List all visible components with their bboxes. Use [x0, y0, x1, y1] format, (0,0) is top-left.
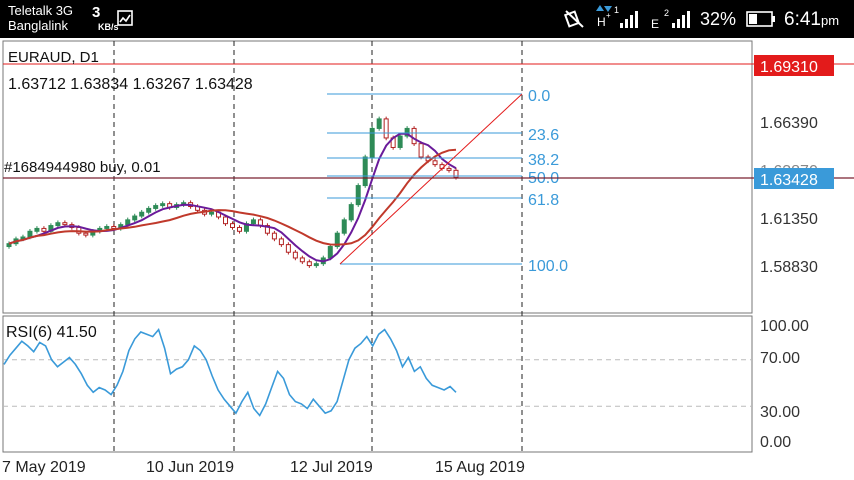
price-panel[interactable]	[2, 40, 753, 314]
svg-text:H: H	[597, 15, 606, 29]
date-label-4: 15 Aug 2019	[435, 459, 525, 476]
candle-body	[446, 167, 452, 171]
candle-body	[111, 226, 117, 229]
price-box-current	[754, 168, 834, 189]
net-speed-value: 3	[92, 4, 101, 21]
moving-averages-group	[8, 132, 457, 263]
candle-body	[348, 204, 354, 221]
signal-2-icon	[672, 11, 690, 28]
candles-group	[6, 116, 459, 268]
ma-slow-line	[8, 148, 457, 246]
mute-icon	[564, 10, 584, 28]
candle-body	[404, 127, 410, 137]
candle-body	[306, 261, 312, 267]
date-label-2: 10 Jun 2019	[146, 459, 234, 476]
candle-body	[55, 222, 61, 227]
ohlc-label: 1.63712 1.63834 1.63267 1.63428	[8, 76, 253, 93]
status-bar: Teletalk 3G Banglalink 3 KB/s H + 1 E 2 …	[0, 0, 854, 38]
candle-body	[362, 156, 368, 187]
price-box-current-label: 1.63428	[760, 172, 818, 189]
candle-body	[209, 211, 215, 215]
candle-body	[104, 226, 110, 229]
candle-body	[27, 230, 33, 238]
candle-body	[223, 216, 229, 225]
price-box-top-label: 1.69310	[760, 59, 818, 76]
fib-level-label: 38.2	[528, 152, 559, 169]
candle-body	[160, 203, 166, 207]
date-label-1: 7 May 2019	[2, 459, 86, 476]
battery-percent: 32%	[700, 9, 737, 29]
net-speed-unit: KB/s	[98, 22, 119, 32]
rsi-axis-70: 70.00	[760, 350, 800, 367]
signal-1-icon	[620, 11, 638, 28]
candle-body	[146, 207, 152, 213]
svg-text:2: 2	[664, 8, 669, 18]
candle-body	[341, 219, 347, 234]
candle-body	[418, 143, 424, 158]
image-icon	[117, 10, 133, 26]
carrier-1-label: Teletalk 3G	[8, 3, 74, 18]
svg-text:+: +	[606, 11, 611, 20]
candle-body	[278, 238, 284, 246]
rsi-panel[interactable]	[2, 315, 753, 453]
candle-body	[264, 225, 270, 234]
candle-body	[369, 127, 375, 158]
candle-body	[383, 118, 389, 139]
candle-body	[271, 232, 277, 240]
price-axis-label-1: 1.66390	[760, 115, 818, 132]
battery-icon	[746, 11, 775, 27]
rsi-axis-30: 30.00	[760, 404, 800, 421]
order-label: #1684944980 buy, 0.01	[4, 159, 161, 176]
price-axis-label-4: 1.58830	[760, 259, 818, 276]
hplus-data-icon: H + 1	[596, 5, 619, 29]
candle-body	[292, 251, 298, 259]
rsi-label: RSI(6) 41.50	[6, 324, 97, 341]
candle-body	[376, 118, 382, 129]
candle-body	[83, 232, 89, 236]
fib-level-label: 0.0	[528, 88, 550, 105]
rsi-line	[3, 327, 457, 417]
candle-body	[41, 227, 47, 232]
candle-body	[250, 219, 256, 225]
fib-level-label: 23.6	[528, 127, 559, 144]
candle-body	[327, 246, 333, 259]
rsi-axis-0: 0.00	[760, 434, 791, 451]
candle-body	[62, 222, 68, 226]
candle-body	[230, 223, 235, 228]
price-box-top	[754, 55, 834, 76]
candle-body	[132, 215, 138, 221]
chart-symbol-label: EURAUD, D1	[8, 49, 99, 66]
fib-level-label: 61.8	[528, 192, 559, 209]
edge-data-icon: E 2	[651, 8, 669, 31]
fib-trendline[interactable]	[339, 93, 523, 265]
candle-body	[285, 244, 291, 253]
ma-fast-line	[8, 132, 457, 263]
clock-time: 6:41pm	[784, 9, 840, 30]
price-axis-label-3: 1.61350	[760, 211, 818, 228]
vertical-grid	[113, 41, 523, 452]
svg-text:E: E	[651, 17, 659, 31]
candle-body	[453, 169, 459, 178]
candle-body	[34, 227, 40, 232]
candle-body	[139, 211, 145, 217]
candle-body	[299, 257, 305, 263]
date-label-3: 12 Jul 2019	[290, 459, 373, 476]
rsi-axis-100: 100.00	[760, 318, 809, 335]
svg-text:1: 1	[614, 5, 619, 15]
candle-body	[411, 127, 417, 145]
candle-body	[432, 160, 438, 166]
candle-body	[313, 263, 319, 267]
fib-level-label: 100.0	[528, 258, 568, 275]
candle-body	[397, 135, 403, 148]
candle-body	[236, 226, 242, 232]
candle-body	[355, 185, 361, 206]
carrier-2-label: Banglalink	[8, 18, 68, 33]
candle-body	[125, 219, 131, 226]
candle-body	[153, 205, 159, 209]
rsi-group	[3, 327, 752, 417]
candle-body	[334, 232, 340, 248]
